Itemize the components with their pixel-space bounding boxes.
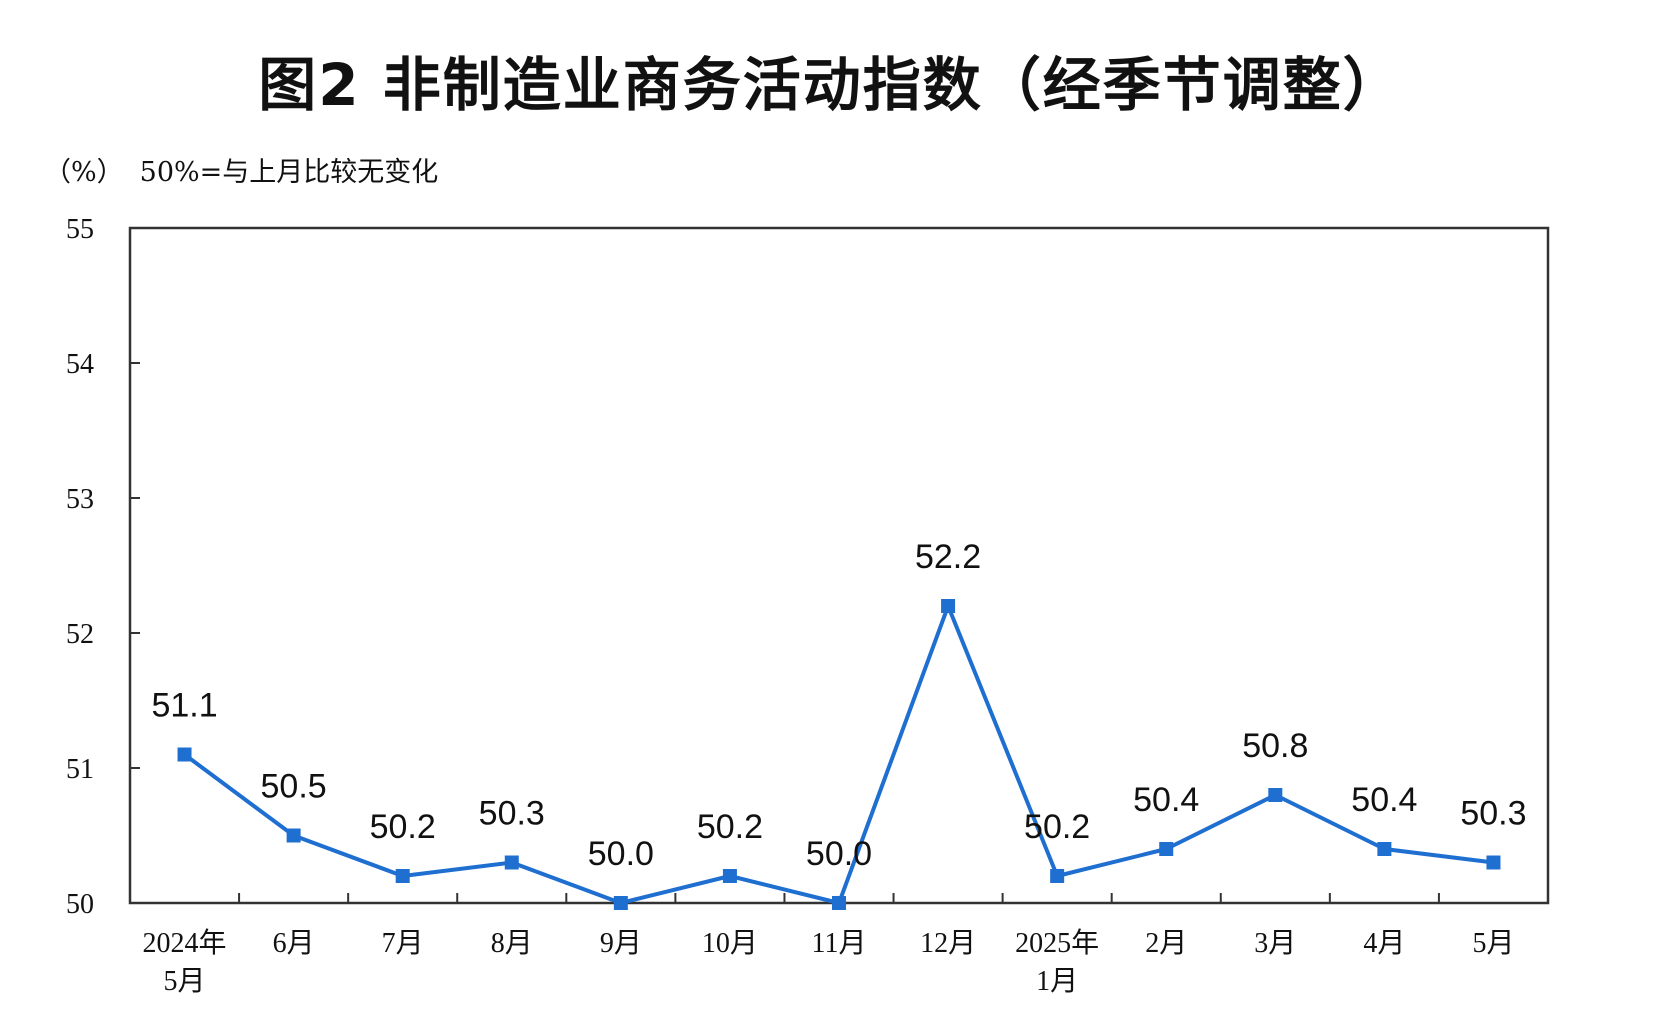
x-tick-label: 1月	[1036, 966, 1078, 997]
baseline-note: 50%=与上月比较无变化	[139, 157, 439, 188]
x-tick-label: 9月	[600, 928, 642, 959]
data-point	[177, 747, 192, 762]
x-tick-label: 11月	[812, 928, 867, 959]
x-tick-label: 6月	[273, 928, 315, 959]
data-label: 50.2	[1024, 808, 1090, 846]
data-label: 50.3	[479, 795, 545, 833]
data-point	[1268, 788, 1283, 802]
data-point	[286, 828, 301, 843]
y-tick-label: 52	[66, 619, 94, 650]
data-point	[722, 869, 737, 883]
data-label: 50.2	[697, 808, 763, 846]
data-point	[1377, 842, 1392, 856]
series-markers	[177, 599, 1501, 910]
data-labels: 51.1 50.5 50.2 50.3 50.0 50.2 50.0 52.2 50.2 50.4…	[151, 538, 1526, 873]
data-label: 50.2	[370, 808, 436, 846]
data-label: 50.5	[261, 768, 327, 806]
y-tick-label: 51	[66, 754, 94, 785]
x-tick-label: 5月	[164, 966, 206, 997]
data-label: 50.3	[1460, 795, 1526, 833]
data-label: 50.0	[806, 835, 872, 873]
data-point	[1486, 855, 1501, 870]
data-label: 50.4	[1133, 781, 1199, 819]
x-tick-label: 4月	[1363, 928, 1405, 959]
data-label: 50.0	[588, 835, 654, 873]
data-point	[504, 855, 519, 870]
y-tick-label: 54	[66, 349, 94, 380]
x-tick-label: 5月	[1472, 928, 1514, 959]
y-tick-label: 55	[66, 214, 94, 245]
chart-annotation: （%） 50%=与上月比较无变化	[44, 150, 438, 189]
y-unit-label: （%）	[44, 157, 124, 188]
plot-area-frame	[128, 226, 1550, 905]
chart-title: 图2 非制造业商务活动指数（经季节调整）	[258, 51, 1403, 119]
x-tick-label: 3月	[1254, 928, 1296, 959]
x-tick-label: 8月	[491, 928, 533, 959]
y-tick-label: 53	[66, 484, 94, 515]
data-label: 52.2	[915, 538, 981, 576]
x-tick-label: 7月	[382, 928, 424, 959]
x-tick-label: 12月	[920, 928, 976, 959]
data-label: 50.4	[1351, 781, 1417, 819]
data-point	[1050, 869, 1065, 883]
data-point	[395, 869, 410, 883]
y-tick-label: 50	[66, 889, 94, 920]
data-label: 51.1	[151, 687, 217, 725]
data-label: 50.8	[1242, 727, 1308, 765]
data-point	[613, 896, 628, 910]
x-tick-label: 2024年	[143, 927, 227, 959]
y-axis: 50 51 52 53 54 55	[66, 214, 140, 920]
data-point	[941, 599, 956, 613]
x-tick-label: 10月	[702, 928, 758, 959]
x-axis: 2024年 5月 6月 7月 8月 9月 10月 11月 12月 2025年 1月 2月 3月 4月 5月	[143, 893, 1514, 997]
data-point	[1159, 842, 1174, 856]
data-point	[832, 896, 846, 910]
x-tick-label: 2025年	[1015, 927, 1099, 959]
x-tick-label: 2月	[1145, 928, 1187, 959]
